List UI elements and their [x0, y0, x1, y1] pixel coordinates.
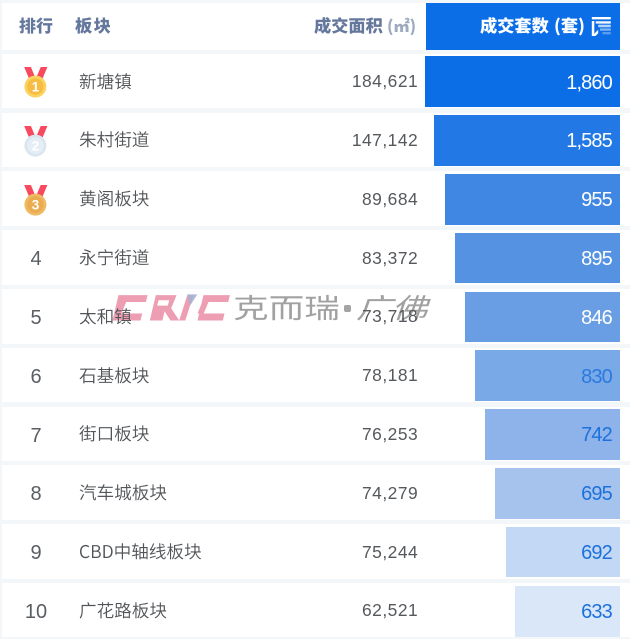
svg-text:2: 2: [32, 138, 40, 153]
svg-text:1: 1: [32, 79, 40, 94]
svg-text:3: 3: [32, 197, 40, 212]
